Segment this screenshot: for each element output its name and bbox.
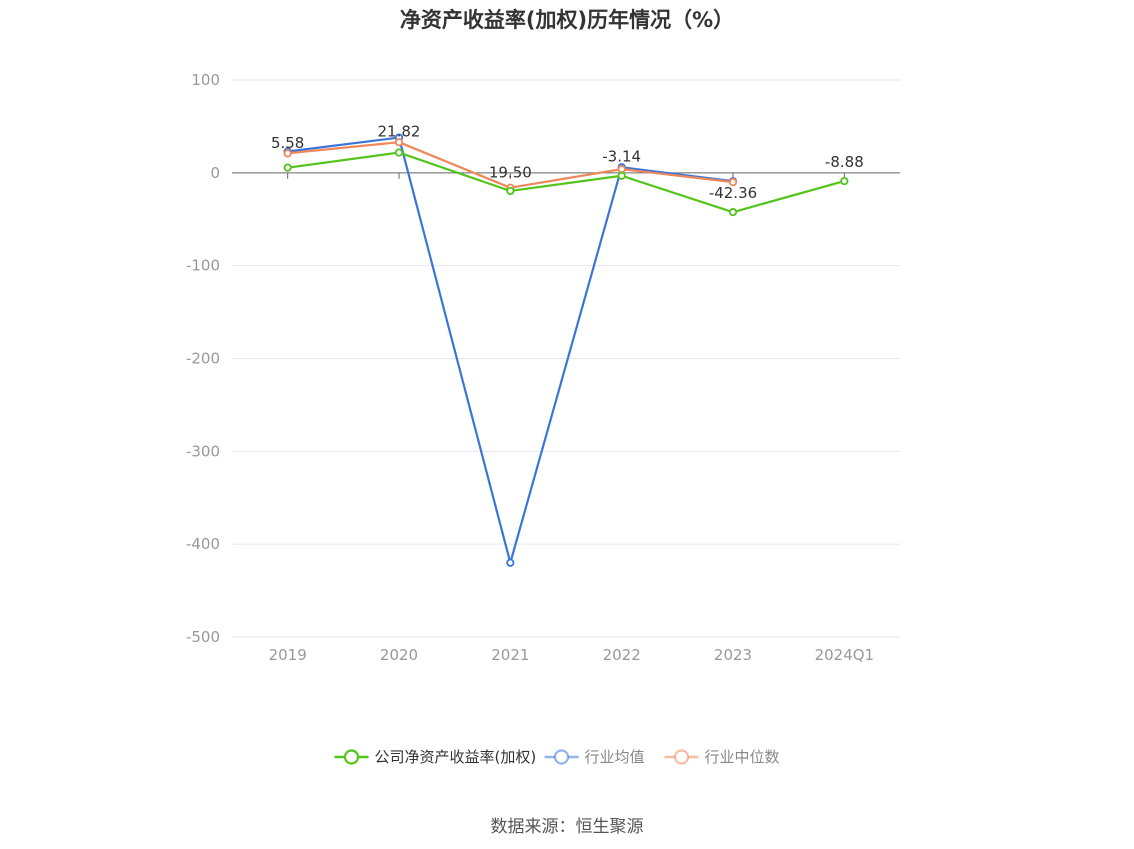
- data-point[interactable]: [506, 186, 515, 196]
- data-label-layer: 5.58 21.82 19.50 -3.14 -42.36 -8.88: [271, 123, 864, 203]
- x-tick-label: 2022: [603, 646, 641, 664]
- data-label: 5.58: [271, 134, 304, 152]
- data-label: -8.88: [825, 153, 864, 171]
- series-layer: [283, 133, 849, 567]
- data-point[interactable]: [728, 178, 738, 187]
- y-tick-label: -500: [186, 628, 220, 646]
- data-label: 21.82: [378, 123, 421, 141]
- legend-label: 行业中位数: [705, 748, 780, 766]
- y-tick-label: -300: [186, 442, 220, 460]
- x-tick-label: 2019: [269, 646, 307, 664]
- legend-label: 行业均值: [585, 748, 645, 766]
- data-point[interactable]: [283, 149, 292, 158]
- grid-layer: [232, 79, 900, 638]
- data-label: -42.36: [709, 184, 757, 202]
- series-line-1: [287, 136, 734, 564]
- data-point[interactable]: [728, 208, 738, 217]
- x-tick-label: 2024Q1: [815, 646, 875, 664]
- x-tick-label: 2021: [491, 646, 529, 664]
- legend-item[interactable]: 行业中位数: [664, 748, 780, 766]
- y-tick-label: -200: [186, 350, 220, 368]
- axis-layer: 100 0 -100 -200 -300 -400 -500 2019 2020 2021 2022…: [186, 71, 874, 664]
- y-tick-label: -400: [186, 535, 220, 553]
- x-tick-label: 2023: [714, 646, 752, 664]
- data-point[interactable]: [840, 176, 849, 186]
- legend-marker: [343, 749, 360, 765]
- legend: 公司净资产收益率(加权) 行业均值 行业中位数: [334, 748, 780, 766]
- y-tick-label: -100: [186, 257, 220, 275]
- x-tick-label: 2020: [380, 646, 418, 664]
- legend-marker: [673, 749, 690, 765]
- y-tick-label: 100: [191, 71, 220, 89]
- data-point[interactable]: [394, 138, 404, 147]
- source-note: 数据来源：恒生聚源: [490, 817, 644, 837]
- data-point[interactable]: [394, 148, 404, 157]
- data-label: 19.50: [489, 164, 532, 182]
- legend-marker: [553, 749, 570, 765]
- legend-item[interactable]: 行业均值: [544, 748, 645, 766]
- data-label: -3.14: [602, 148, 641, 166]
- data-point[interactable]: [283, 163, 292, 172]
- chart-title: 净资产收益率(加权)历年情况（%）: [399, 8, 735, 32]
- series-line-0: [287, 151, 845, 214]
- y-tick-label: 0: [210, 164, 220, 182]
- legend-label: 公司净资产收益率(加权): [375, 748, 537, 766]
- legend-item[interactable]: 公司净资产收益率(加权): [334, 748, 537, 766]
- data-point[interactable]: [617, 171, 626, 180]
- data-point[interactable]: [617, 165, 626, 174]
- data-point[interactable]: [506, 558, 515, 567]
